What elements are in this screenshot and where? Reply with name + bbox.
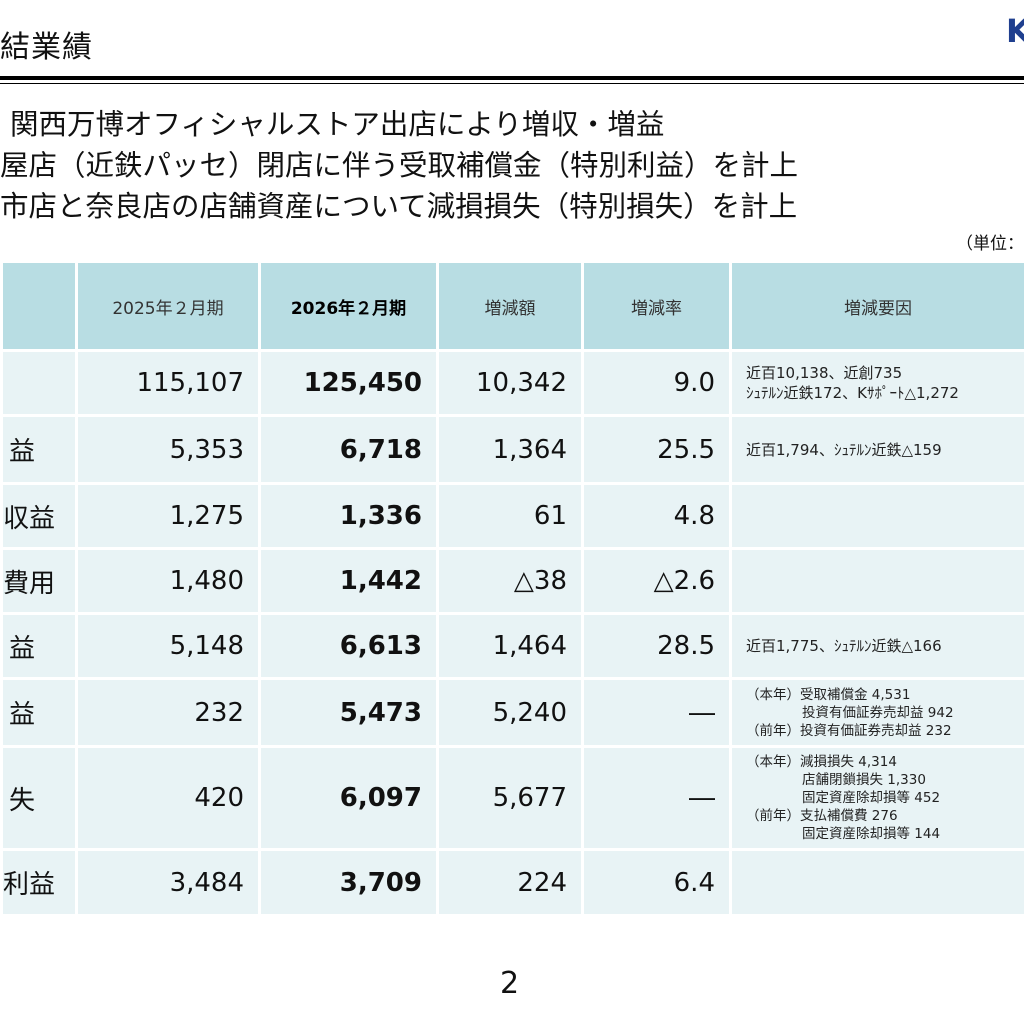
row-current-value: 3,709 xyxy=(261,851,436,914)
header-rate: 増減率 xyxy=(584,263,729,349)
row-item-cell: 収益 xyxy=(3,485,75,547)
summary-line-3: 市店と奈良店の店舗資産について減損損失（特別損失）を計上 xyxy=(0,190,798,223)
row-item-cell: 利益 xyxy=(3,851,75,914)
reason-line: 投資有価証券売却益 942 xyxy=(802,704,954,721)
reason-line: （前年）投資有価証券売却益 232 xyxy=(746,722,952,739)
row-item-label: 費用 xyxy=(3,568,56,599)
row-item-label: 益 xyxy=(8,437,35,467)
table-row: 失 420 6,097 5,677 ― （本年）減損損失 4,314 店舗閉鎖損失 1,33… xyxy=(3,748,1024,848)
row-rate-value: ― xyxy=(584,748,729,848)
row-prev-value: 115,107 xyxy=(78,352,258,414)
table-row: 益 5,353 6,718 1,364 25.5 近百1,794、ｼｭﾃﾙﾝ近鉄△159 xyxy=(3,417,1024,482)
table-row: 益 232 5,473 5,240 ― （本年）受取補償金 4,531 投資有価証券売却益 … xyxy=(3,680,1024,745)
row-current-value: 6,613 xyxy=(261,615,436,677)
page-title: 結業績 xyxy=(0,30,93,65)
table-row: 115,107 125,450 10,342 9.0 近百10,138、近創735 ｼｭﾃ… xyxy=(3,352,1024,414)
row-diff-value: 61 xyxy=(439,485,581,547)
row-reason-cell xyxy=(732,550,1024,612)
company-logo: K xyxy=(1006,12,1024,50)
row-current-value: 125,450 xyxy=(261,352,436,414)
row-item-cell: 益 xyxy=(3,417,75,482)
header-current-year: 2026年２月期 xyxy=(261,263,436,349)
row-diff-value: 5,240 xyxy=(439,680,581,745)
row-prev-value: 232 xyxy=(78,680,258,745)
reason-line: （本年）受取補償金 4,531 xyxy=(746,686,911,703)
summary-line-1: 関西万博オフィシャルストア出店により増収・増益 xyxy=(10,108,665,141)
table-row: 費用 1,480 1,442 △38 △2.6 xyxy=(3,550,1024,612)
reason-line: 近百1,794、ｼｭﾃﾙﾝ近鉄△159 xyxy=(746,440,942,459)
summary-bullets: 関西万博オフィシャルストア出店により増収・増益 屋店（近鉄パッセ）閉店に伴う受取… xyxy=(0,104,1024,227)
row-reason-cell: 近百10,138、近創735 ｼｭﾃﾙﾝ近鉄172、Kｻﾎﾟｰﾄ△1,272 xyxy=(732,352,1024,414)
row-current-value: 5,473 xyxy=(261,680,436,745)
row-item-cell: 失 xyxy=(3,748,75,848)
row-prev-value: 1,275 xyxy=(78,485,258,547)
row-current-value: 1,336 xyxy=(261,485,436,547)
reason-line: （本年）減損損失 4,314 xyxy=(746,754,897,770)
row-diff-value: △38 xyxy=(439,550,581,612)
row-rate-value: 4.8 xyxy=(584,485,729,547)
row-rate-value: ― xyxy=(584,680,729,745)
row-rate-value: △2.6 xyxy=(584,550,729,612)
row-reason-cell xyxy=(732,485,1024,547)
page-number: 2 xyxy=(500,966,520,1001)
summary-line-2: 屋店（近鉄パッセ）閉店に伴う受取補償金（特別利益）を計上 xyxy=(0,149,799,182)
row-item-cell: 益 xyxy=(3,615,75,677)
title-rule-thin xyxy=(0,83,1024,84)
row-diff-value: 1,364 xyxy=(439,417,581,482)
header-item xyxy=(3,263,75,349)
row-current-value: 1,442 xyxy=(261,550,436,612)
row-prev-value: 5,353 xyxy=(78,417,258,482)
row-rate-value: 9.0 xyxy=(584,352,729,414)
header-reason: 増減要因 xyxy=(732,263,1024,349)
row-prev-value: 420 xyxy=(78,748,258,848)
row-item-cell xyxy=(3,352,75,414)
header-diff: 増減額 xyxy=(439,263,581,349)
row-prev-value: 1,480 xyxy=(78,550,258,612)
row-rate-value: 25.5 xyxy=(584,417,729,482)
row-item-label: 収益 xyxy=(3,503,56,534)
row-item-label: 益 xyxy=(8,633,35,664)
reason-line: 近百10,138、近創735 xyxy=(746,364,903,382)
row-reason-cell xyxy=(732,851,1024,914)
row-item-label: 益 xyxy=(8,700,35,730)
row-item-label: 利益 xyxy=(3,870,56,900)
row-reason-cell: 近百1,794、ｼｭﾃﾙﾝ近鉄△159 xyxy=(732,417,1024,482)
row-current-value: 6,097 xyxy=(261,748,436,848)
row-current-value: 6,718 xyxy=(261,417,436,482)
row-item-cell: 費用 xyxy=(3,550,75,612)
reason-line: 近百1,775、ｼｭﾃﾙﾝ近鉄△166 xyxy=(746,637,942,655)
unit-label: （単位： xyxy=(956,234,1024,254)
table-header-row: 2025年２月期 2026年２月期 増減額 増減率 増減要因 xyxy=(3,263,1024,349)
row-reason-cell: 近百1,775、ｼｭﾃﾙﾝ近鉄△166 xyxy=(732,615,1024,677)
row-rate-value: 6.4 xyxy=(584,851,729,914)
row-diff-value: 5,677 xyxy=(439,748,581,848)
reason-line: （前年）支払補償費 276 xyxy=(746,808,898,824)
header-prev-year: 2025年２月期 xyxy=(78,263,258,349)
row-prev-value: 5,148 xyxy=(78,615,258,677)
reason-line: 固定資産除却損等 452 xyxy=(802,790,941,806)
table-row: 益 5,148 6,613 1,464 28.5 近百1,775、ｼｭﾃﾙﾝ近鉄△166 xyxy=(3,615,1024,677)
title-rule-thick xyxy=(0,76,1024,80)
reason-line: 固定資産除却損等 144 xyxy=(802,826,941,842)
row-item-cell: 益 xyxy=(3,680,75,745)
row-reason-cell: （本年）受取補償金 4,531 投資有価証券売却益 942 （前年）投資有価証券売却… xyxy=(732,680,1024,745)
table-row: 収益 1,275 1,336 61 4.8 xyxy=(3,485,1024,547)
results-table: 2025年２月期 2026年２月期 増減額 増減率 増減要因 115,107 12… xyxy=(0,260,1024,917)
reason-line: 店舗閉鎖損失 1,330 xyxy=(802,772,926,788)
row-rate-value: 28.5 xyxy=(584,615,729,677)
table-row: 利益 3,484 3,709 224 6.4 xyxy=(3,851,1024,914)
row-reason-cell: （本年）減損損失 4,314 店舗閉鎖損失 1,330 固定資産除却損等 452 （前… xyxy=(732,748,1024,848)
row-diff-value: 10,342 xyxy=(439,352,581,414)
row-diff-value: 224 xyxy=(439,851,581,914)
reason-line: ｼｭﾃﾙﾝ近鉄172、Kｻﾎﾟｰﾄ△1,272 xyxy=(746,384,959,402)
row-prev-value: 3,484 xyxy=(78,851,258,914)
row-item-label: 失 xyxy=(8,785,35,816)
row-diff-value: 1,464 xyxy=(439,615,581,677)
